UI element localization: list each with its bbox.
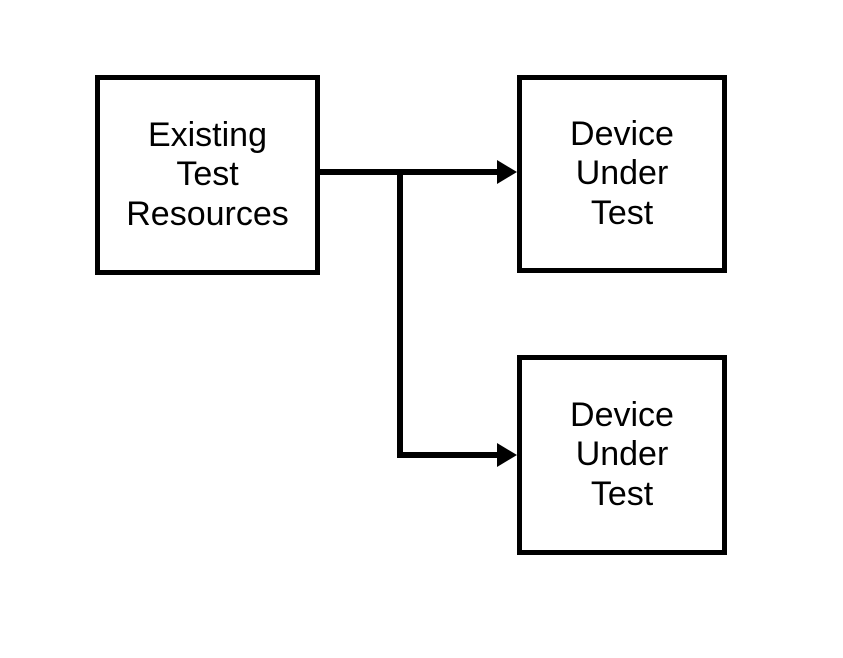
- node-label: Device Under Test: [570, 115, 674, 232]
- node-label: Device Under Test: [570, 396, 674, 513]
- node-existing-test-resources: Existing Test Resources: [95, 75, 320, 275]
- node-device-under-test-1: Device Under Test: [517, 75, 727, 273]
- diagram-canvas: Existing Test Resources Device Under Tes…: [0, 0, 843, 658]
- node-label: Existing Test Resources: [126, 116, 289, 233]
- node-device-under-test-2: Device Under Test: [517, 355, 727, 555]
